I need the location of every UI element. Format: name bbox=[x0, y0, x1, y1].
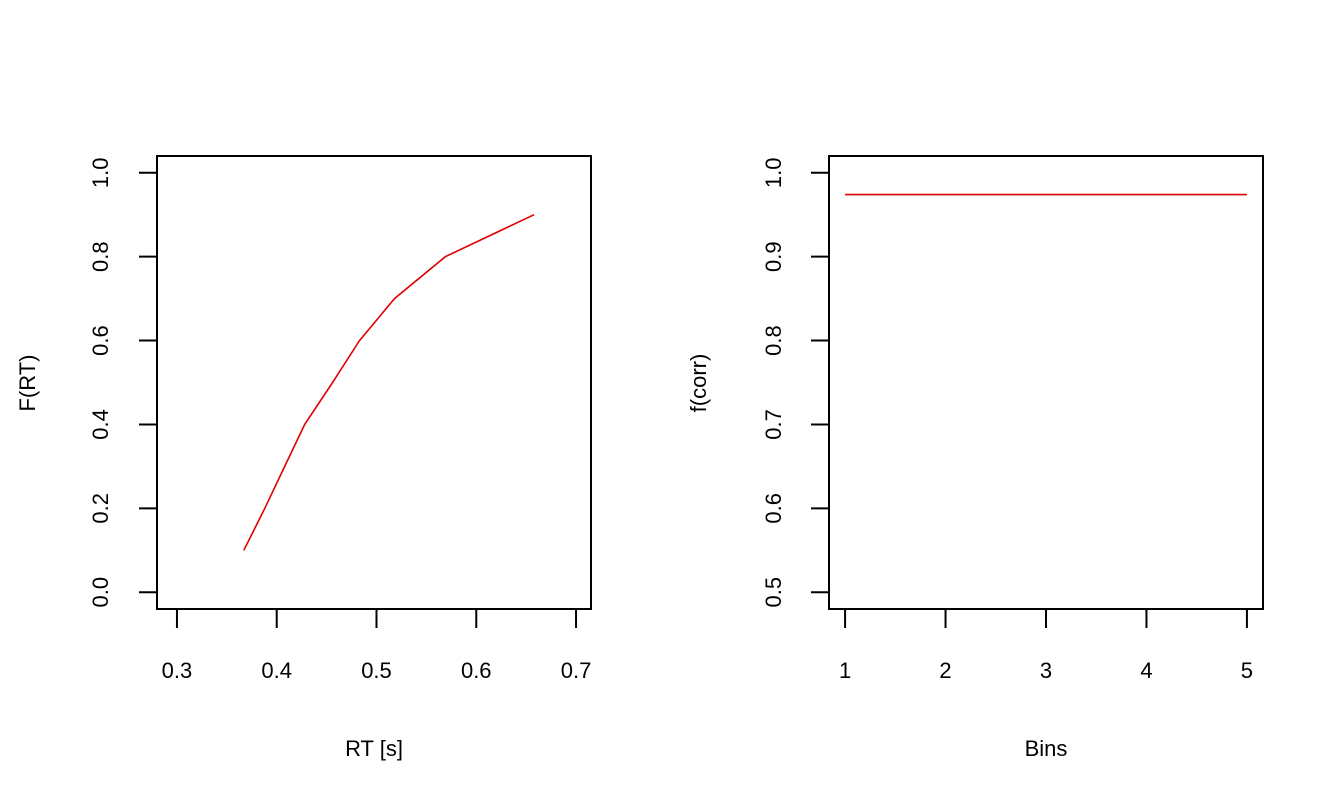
x-tick-label: 3 bbox=[1040, 658, 1052, 683]
y-tick-label: 0.6 bbox=[88, 325, 113, 356]
y-tick-label: 1.0 bbox=[88, 157, 113, 188]
left-y-axis: 0.0 0.2 0.4 0.6 0.8 1.0 bbox=[88, 157, 157, 608]
left-x-axis-title: RT [s] bbox=[345, 736, 403, 761]
left-y-axis-title: F(RT) bbox=[15, 354, 40, 411]
y-tick-label: 0.4 bbox=[88, 409, 113, 440]
y-tick-label: 0.7 bbox=[761, 409, 786, 440]
x-tick-label: 0.7 bbox=[561, 658, 592, 683]
right-x-axis-title: Bins bbox=[1025, 736, 1068, 761]
y-tick-label: 1.0 bbox=[761, 157, 786, 188]
y-tick-label: 0.9 bbox=[761, 241, 786, 272]
right-x-axis: 1 2 3 4 5 bbox=[839, 608, 1253, 683]
x-tick-label: 5 bbox=[1241, 658, 1253, 683]
right-y-axis: 0.5 0.6 0.7 0.8 0.9 1.0 bbox=[761, 157, 829, 608]
y-tick-label: 0.2 bbox=[88, 493, 113, 524]
y-tick-label: 0.5 bbox=[761, 577, 786, 608]
x-tick-label: 0.5 bbox=[361, 658, 392, 683]
x-tick-label: 1 bbox=[839, 658, 851, 683]
right-chart-panel: 0.5 0.6 0.7 0.8 0.9 1.0 1 2 3 4 5 Bins f(corr) bbox=[686, 155, 1264, 761]
right-y-axis-title: f(corr) bbox=[686, 354, 711, 413]
left-series-line bbox=[243, 213, 535, 551]
x-tick-label: 0.3 bbox=[162, 658, 193, 683]
left-x-axis: 0.3 0.4 0.5 0.6 0.7 bbox=[162, 608, 592, 683]
left-chart-panel: 0.0 0.2 0.4 0.6 0.8 1.0 0.3 0.4 0.5 0.6 0.7 RT [s… bbox=[15, 155, 592, 761]
x-tick-label: 4 bbox=[1140, 658, 1152, 683]
y-tick-label: 0.8 bbox=[761, 325, 786, 356]
y-tick-label: 0.0 bbox=[88, 577, 113, 608]
left-plot-frame bbox=[156, 155, 592, 610]
x-tick-label: 0.6 bbox=[461, 658, 492, 683]
right-plot-frame bbox=[828, 155, 1264, 610]
y-tick-label: 0.6 bbox=[761, 493, 786, 524]
y-tick-label: 0.8 bbox=[88, 241, 113, 272]
x-tick-label: 0.4 bbox=[261, 658, 292, 683]
x-tick-label: 2 bbox=[939, 658, 951, 683]
